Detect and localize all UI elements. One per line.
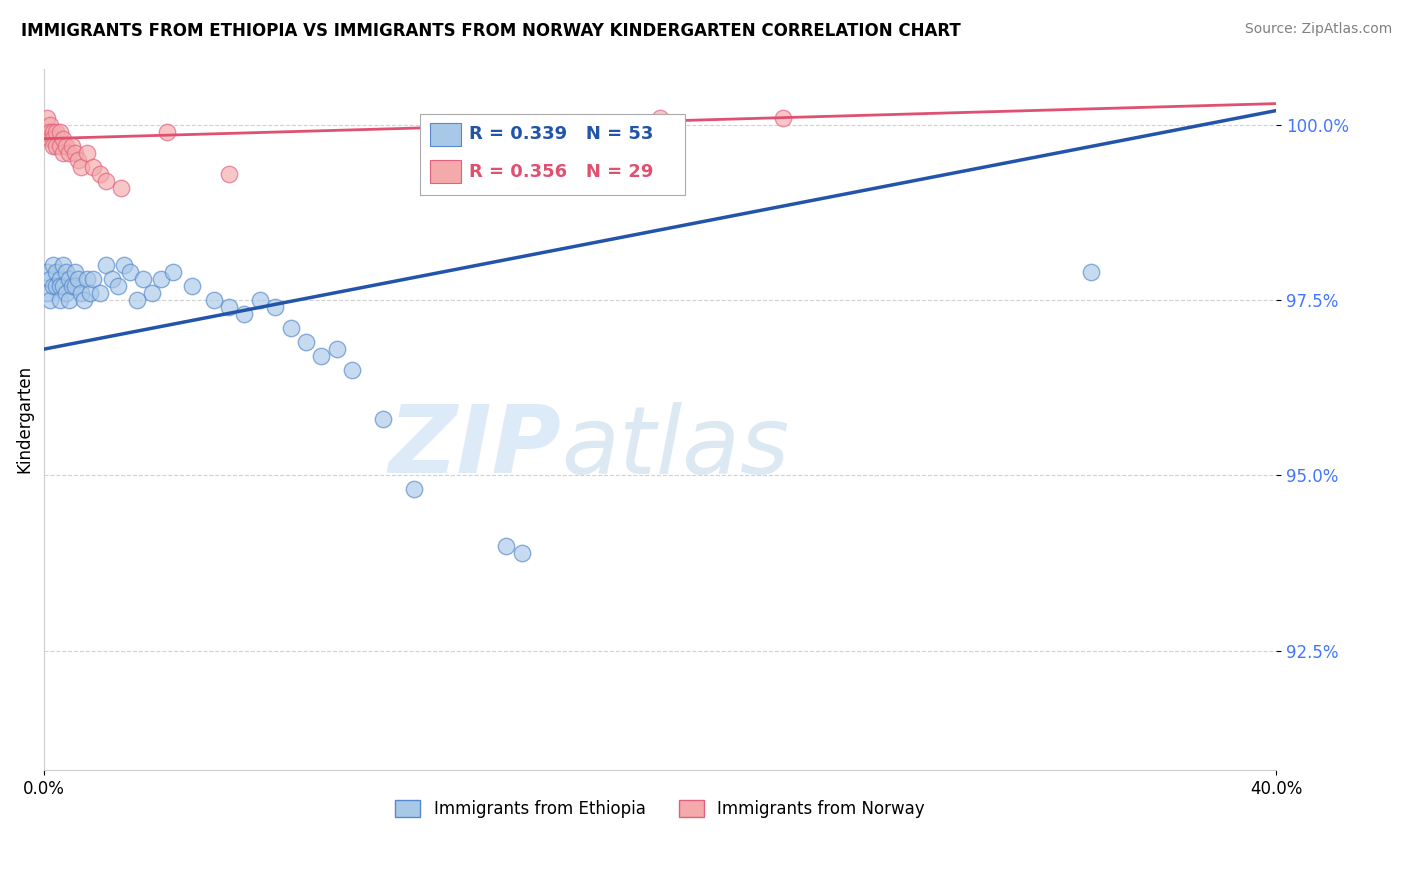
- Point: [311, 349, 333, 363]
- Point: [60, 279, 83, 293]
- Point: [39, 118, 62, 132]
- Point: [76, 272, 98, 286]
- Point: [58, 293, 80, 307]
- Point: [181, 279, 204, 293]
- Point: [82, 272, 104, 286]
- Point: [55, 138, 77, 153]
- Text: Source: ZipAtlas.com: Source: ZipAtlas.com: [1244, 22, 1392, 37]
- Point: [340, 363, 363, 377]
- Point: [39, 293, 62, 307]
- Text: R = 0.339   N = 53: R = 0.339 N = 53: [470, 126, 654, 144]
- Point: [48, 125, 70, 139]
- Point: [66, 272, 89, 286]
- Point: [39, 125, 62, 139]
- Point: [371, 412, 394, 426]
- Point: [63, 145, 86, 160]
- Point: [48, 279, 70, 293]
- Point: [45, 138, 67, 153]
- Point: [233, 307, 256, 321]
- Point: [79, 285, 101, 300]
- Point: [264, 300, 287, 314]
- Bar: [430, 123, 461, 145]
- Point: [772, 111, 794, 125]
- Point: [63, 265, 86, 279]
- Point: [110, 181, 132, 195]
- Point: [39, 131, 62, 145]
- Y-axis label: Kindergarten: Kindergarten: [15, 365, 32, 474]
- Point: [510, 545, 533, 559]
- Point: [42, 258, 65, 272]
- Point: [280, 321, 302, 335]
- Text: atlas: atlas: [561, 401, 790, 492]
- Point: [76, 145, 98, 160]
- Text: IMMIGRANTS FROM ETHIOPIA VS IMMIGRANTS FROM NORWAY KINDERGARTEN CORRELATION CHAR: IMMIGRANTS FROM ETHIOPIA VS IMMIGRANTS F…: [21, 22, 960, 40]
- Point: [60, 138, 83, 153]
- Point: [45, 265, 67, 279]
- Point: [202, 293, 225, 307]
- Point: [218, 167, 240, 181]
- Point: [63, 279, 86, 293]
- Point: [55, 285, 77, 300]
- Point: [58, 272, 80, 286]
- Point: [101, 272, 124, 286]
- Point: [648, 111, 671, 125]
- Bar: [430, 161, 461, 183]
- Point: [45, 279, 67, 293]
- Point: [37, 265, 59, 279]
- Legend: Immigrants from Ethiopia, Immigrants from Norway: Immigrants from Ethiopia, Immigrants fro…: [388, 793, 932, 825]
- Point: [42, 125, 65, 139]
- Point: [249, 293, 271, 307]
- Point: [37, 285, 59, 300]
- Point: [402, 483, 425, 497]
- FancyBboxPatch shape: [420, 114, 685, 194]
- Point: [52, 258, 75, 272]
- Point: [120, 265, 142, 279]
- Point: [42, 279, 65, 293]
- Text: R = 0.356   N = 29: R = 0.356 N = 29: [470, 162, 654, 181]
- Point: [156, 125, 179, 139]
- Point: [39, 272, 62, 286]
- Point: [218, 300, 240, 314]
- Point: [89, 167, 111, 181]
- Point: [48, 272, 70, 286]
- Point: [37, 125, 59, 139]
- Point: [42, 138, 65, 153]
- Point: [55, 265, 77, 279]
- Text: ZIP: ZIP: [388, 401, 561, 493]
- Point: [48, 293, 70, 307]
- Point: [495, 539, 517, 553]
- Point: [70, 160, 93, 174]
- Point: [162, 265, 184, 279]
- Point: [66, 153, 89, 167]
- Point: [325, 342, 347, 356]
- Point: [112, 258, 135, 272]
- Point: [45, 125, 67, 139]
- Point: [58, 145, 80, 160]
- Point: [37, 111, 59, 125]
- Point: [52, 131, 75, 145]
- Point: [82, 160, 104, 174]
- Point: [52, 145, 75, 160]
- Point: [42, 131, 65, 145]
- Point: [1080, 265, 1102, 279]
- Point: [94, 174, 117, 188]
- Point: [131, 272, 153, 286]
- Point: [141, 285, 163, 300]
- Point: [107, 279, 129, 293]
- Point: [295, 335, 318, 350]
- Point: [94, 258, 117, 272]
- Point: [89, 285, 111, 300]
- Point: [73, 293, 96, 307]
- Point: [48, 138, 70, 153]
- Point: [52, 279, 75, 293]
- Point: [150, 272, 173, 286]
- Point: [70, 285, 93, 300]
- Point: [125, 293, 148, 307]
